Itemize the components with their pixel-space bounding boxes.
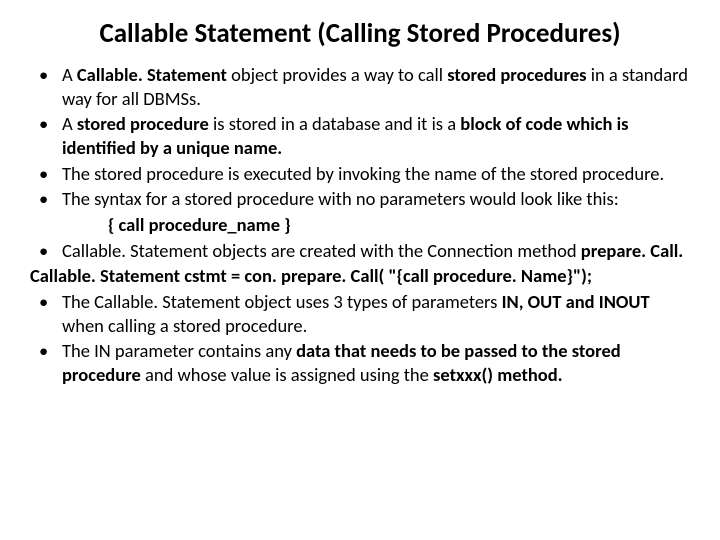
text: Callable. Statement objects are created … (62, 239, 581, 262)
text: and whose value is assigned using the (141, 363, 433, 386)
text-bold: stored procedures (447, 63, 586, 86)
bullet-list-3: The Callable. Statement object uses 3 ty… (30, 290, 690, 387)
bullet-6: The Callable. Statement object uses 3 ty… (30, 290, 690, 337)
text: A (62, 63, 77, 86)
slide-title: Callable Statement (Calling Stored Proce… (30, 18, 690, 49)
text-bold: setxxx() method. (433, 363, 563, 386)
text: is stored in a database and it is a (209, 112, 460, 135)
text-bold: prepare. Call. (581, 239, 683, 262)
text: when calling a stored procedure. (62, 314, 307, 337)
bullet-4: The syntax for a stored procedure with n… (30, 187, 690, 211)
bullet-3: The stored procedure is executed by invo… (30, 162, 690, 186)
bullet-5: Callable. Statement objects are created … (30, 239, 690, 263)
text: The IN parameter contains any (62, 339, 296, 362)
slide: Callable Statement (Calling Stored Proce… (0, 0, 720, 540)
text: The Callable. Statement object uses 3 ty… (62, 290, 502, 313)
bullet-list: A Callable. Statement object provides a … (30, 63, 690, 211)
text-bold: Callable. Statement (77, 63, 227, 86)
bullet-1: A Callable. Statement object provides a … (30, 63, 690, 110)
syntax-line: { call procedure_name } (30, 213, 690, 237)
text: A (62, 112, 77, 135)
text-bold: IN, OUT and INOUT (502, 290, 650, 313)
text: object provides a way to call (227, 63, 447, 86)
bullet-2: A stored procedure is stored in a databa… (30, 112, 690, 159)
bullet-7: The IN parameter contains any data that … (30, 339, 690, 386)
bullet-list-2: Callable. Statement objects are created … (30, 239, 690, 263)
code-line: Callable. Statement cstmt = con. prepare… (30, 264, 690, 288)
text-bold: stored procedure (77, 112, 209, 135)
